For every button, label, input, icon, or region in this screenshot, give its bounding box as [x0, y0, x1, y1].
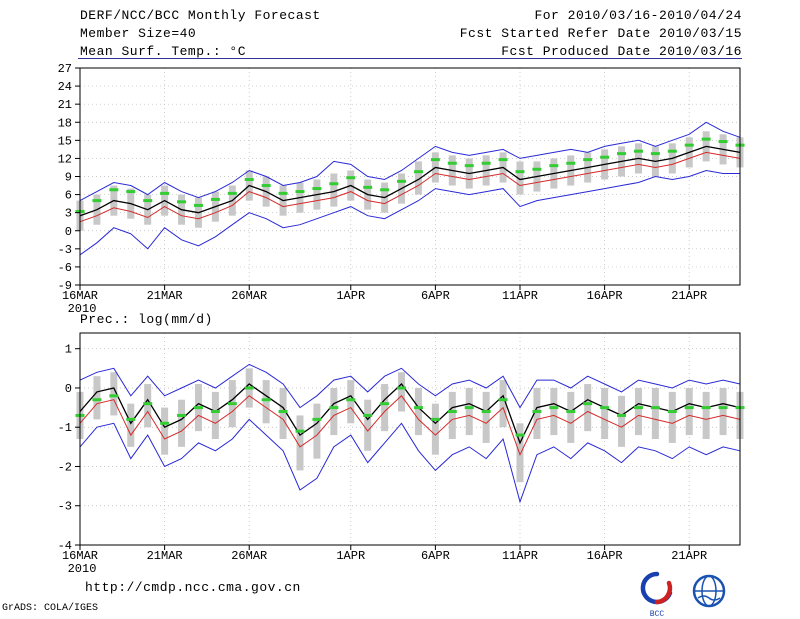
refer-date: Fcst Started Refer Date 2010/03/15 [459, 26, 742, 41]
svg-text:21APR: 21APR [671, 549, 707, 563]
footer-url: http://cmdp.ncc.cma.gov.cn [85, 580, 301, 595]
cmc-globe-icon [692, 574, 726, 608]
bcc-swirl-icon [640, 571, 673, 605]
svg-text:15: 15 [58, 134, 72, 148]
grads-credit: GrADS: COLA/IGES [2, 603, 99, 614]
svg-text:16APR: 16APR [587, 289, 623, 303]
svg-text:1: 1 [65, 343, 72, 357]
svg-text:9: 9 [65, 171, 72, 185]
svg-text:-3: -3 [58, 243, 72, 257]
temperature-chart: -9 -6 -3 0 3 6 9 12 15 18 21 24 27 16MAR 21MAR 26MAR 1AP… [58, 62, 745, 316]
variable-label: Mean Surf. Temp.: °C [80, 44, 247, 59]
svg-text:16APR: 16APR [587, 549, 623, 563]
precipitation-chart: -4 -3 -2 -1 0 1 16MAR 21MAR 26MAR 1APR 6APR 11APR 16… [58, 332, 745, 576]
svg-text:16MAR: 16MAR [62, 289, 98, 303]
svg-text:-4: -4 [58, 539, 72, 553]
svg-text:-9: -9 [58, 279, 72, 293]
header-divider [78, 58, 742, 59]
svg-text:-1: -1 [58, 421, 72, 435]
svg-text:21MAR: 21MAR [147, 289, 183, 303]
svg-text:16MAR: 16MAR [62, 549, 98, 563]
svg-text:26MAR: 26MAR [231, 549, 267, 563]
svg-text:18: 18 [58, 116, 72, 130]
page-title: DERF/NCC/BCC Monthly Forecast [80, 8, 321, 23]
svg-text:27: 27 [58, 62, 72, 76]
svg-text:-2: -2 [58, 460, 72, 474]
bcc-logo-icon: BCC [638, 570, 676, 619]
svg-text:21: 21 [58, 98, 72, 112]
svg-text:1APR: 1APR [336, 549, 365, 563]
bcc-logo-caption: BCC [649, 610, 665, 619]
produced-date: Fcst Produced Date 2010/03/16 [501, 44, 742, 59]
cmc-logo-icon [690, 572, 728, 616]
svg-text:26MAR: 26MAR [231, 289, 267, 303]
svg-text:6APR: 6APR [421, 549, 450, 563]
svg-text:24: 24 [58, 80, 72, 94]
svg-text:2010: 2010 [68, 302, 97, 316]
svg-text:21MAR: 21MAR [147, 549, 183, 563]
svg-text:12: 12 [58, 152, 72, 166]
svg-text:6: 6 [65, 189, 72, 203]
svg-text:-3: -3 [58, 500, 72, 514]
svg-text:-6: -6 [58, 261, 72, 275]
svg-text:0: 0 [65, 225, 72, 239]
svg-text:1APR: 1APR [336, 289, 365, 303]
svg-text:3: 3 [65, 207, 72, 221]
member-size-label: Member Size=40 [80, 26, 197, 41]
svg-text:11APR: 11APR [502, 289, 538, 303]
precip-title: Prec.: log(mm/d) [80, 312, 213, 327]
svg-text:11APR: 11APR [502, 549, 538, 563]
svg-text:0: 0 [65, 382, 72, 396]
svg-text:21APR: 21APR [671, 289, 707, 303]
forecast-range: For 2010/03/16-2010/04/24 [534, 8, 742, 23]
svg-text:2010: 2010 [68, 562, 97, 576]
svg-text:6APR: 6APR [421, 289, 450, 303]
